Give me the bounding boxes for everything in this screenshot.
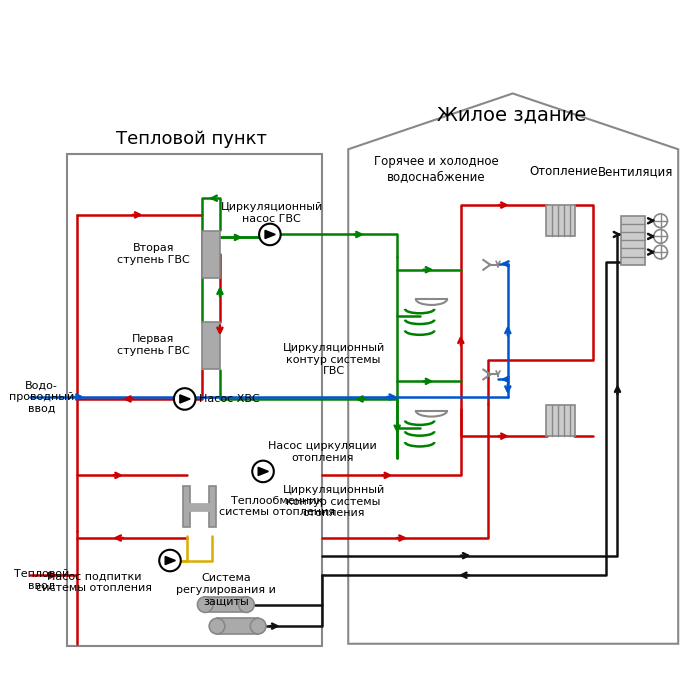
Text: Насос циркуляции
отопления: Насос циркуляции отопления: [268, 441, 377, 463]
Ellipse shape: [197, 597, 213, 612]
Bar: [202, 230, 220, 277]
Bar: [202, 321, 220, 369]
Text: Система
регулирования и
защиты: Система регулирования и защиты: [176, 573, 276, 606]
Text: Вторая
ступень ГВС: Вторая ступень ГВС: [117, 243, 190, 265]
Polygon shape: [258, 468, 268, 475]
Circle shape: [252, 461, 274, 482]
Text: Циркуляционный
насос ГВС: Циркуляционный насос ГВС: [220, 202, 323, 224]
Text: Тепловой
ввод: Тепловой ввод: [14, 569, 69, 591]
Polygon shape: [165, 556, 176, 565]
Bar: [209, 486, 216, 527]
Circle shape: [654, 230, 667, 244]
Text: Вентиляция: Вентиляция: [597, 165, 673, 178]
Polygon shape: [265, 230, 275, 239]
Circle shape: [259, 224, 281, 245]
Bar: [546, 405, 575, 436]
Bar: [546, 205, 575, 237]
Text: Циркуляционный
контур системы
отопления: Циркуляционный контур системы отопления: [282, 485, 385, 519]
Text: Отопление: Отопление: [529, 165, 598, 178]
Text: Циркуляционный
контур системы
ГВС: Циркуляционный контур системы ГВС: [282, 343, 385, 377]
Text: Насос ХВС: Насос ХВС: [199, 394, 260, 404]
Bar: [622, 216, 645, 265]
Bar: [205, 597, 246, 612]
Text: Жилое здание: Жилое здание: [437, 106, 587, 125]
Text: Водо-
проводный
ввод: Водо- проводный ввод: [9, 380, 74, 414]
Ellipse shape: [209, 618, 225, 634]
Ellipse shape: [251, 618, 266, 634]
Circle shape: [159, 550, 181, 571]
Circle shape: [654, 245, 667, 259]
Polygon shape: [180, 395, 190, 403]
Circle shape: [654, 214, 667, 228]
Text: Тепловой пункт: Тепловой пункт: [116, 130, 267, 148]
Text: Насос подпитки
системы отопления: Насос подпитки системы отопления: [36, 571, 153, 593]
Ellipse shape: [239, 597, 254, 612]
Text: Первая
ступень ГВС: Первая ступень ГВС: [117, 335, 190, 356]
Bar: [183, 486, 190, 527]
Text: Горячее и холодное
водоснабжение: Горячее и холодное водоснабжение: [374, 155, 498, 183]
Bar: [217, 618, 258, 634]
Text: Теплообменник
системы отопления: Теплообменник системы отопления: [219, 496, 335, 517]
Circle shape: [174, 389, 195, 410]
Bar: [67, 154, 322, 645]
